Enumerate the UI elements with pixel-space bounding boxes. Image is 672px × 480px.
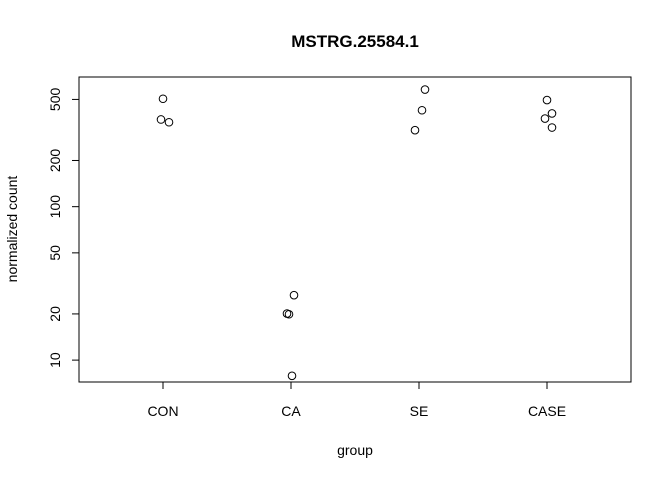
data-point-case: [540, 114, 550, 123]
data-point-se: [420, 85, 430, 94]
plot-frame: [78, 76, 632, 383]
data-point-con: [156, 115, 166, 124]
data-point-ca: [289, 290, 299, 300]
data-point-con: [164, 117, 174, 127]
x-tick-label: CON: [147, 403, 178, 419]
y-tick-label: 10: [47, 352, 63, 368]
y-axis-label: normalized count: [4, 176, 20, 283]
data-point-ca: [287, 371, 297, 381]
y-tick-label: 100: [47, 195, 63, 219]
y-tick-label: 200: [47, 149, 63, 173]
y-tick-label: 500: [47, 88, 63, 112]
data-point-case: [547, 123, 557, 132]
data-point-case: [547, 109, 557, 118]
data-point-con: [158, 94, 168, 104]
data-point-se: [417, 105, 427, 115]
y-axis: 10 20 50 100 200 500: [47, 88, 79, 368]
x-tick-label: SE: [410, 403, 429, 419]
data-point-ca: [284, 309, 294, 319]
x-axis: CON CA SE CASE: [147, 382, 566, 419]
data-point-se: [410, 125, 420, 135]
y-tick-label: 20: [47, 306, 63, 322]
data-point-case: [542, 95, 552, 105]
x-tick-label: CASE: [528, 403, 566, 419]
x-tick-label: CA: [281, 403, 301, 419]
chart-title: MSTRG.25584.1: [291, 32, 419, 51]
y-tick-label: 50: [47, 245, 63, 261]
data-points: [156, 85, 557, 381]
x-axis-label: group: [337, 442, 373, 458]
